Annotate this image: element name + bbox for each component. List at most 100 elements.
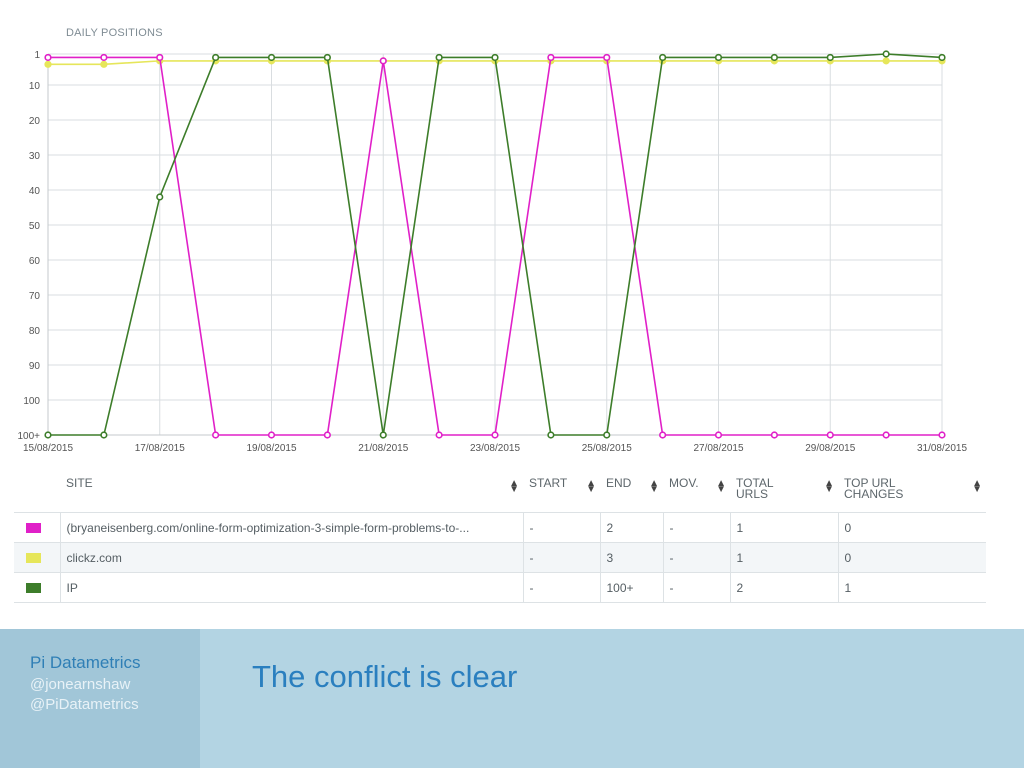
y-tick-label: 100 [23,396,40,407]
data-point [44,431,52,439]
header-total-label-1: TOTAL [736,476,774,490]
site-cell: IP [59,572,523,603]
sites-table: SITE ▲ ▼ START ▲ ▼ END ▲ ▼ MOV. ▲ ▼ TOTAL URLS ▲ ▼ … [14,472,986,603]
data-point [379,431,387,439]
x-tick-label: 29/08/2015 [805,443,855,454]
data-point [44,60,52,68]
data-point [212,431,220,439]
start-cell: - [522,542,600,573]
x-tick-label: 25/08/2015 [582,443,632,454]
swatch-cell [14,572,60,603]
header-start[interactable]: START ▲ ▼ [523,472,600,513]
data-point [212,53,220,62]
y-tick-label: 40 [29,186,41,197]
slide-headline: The conflict is clear [252,659,518,694]
header-total-label-2: URLS [736,487,769,501]
data-point [770,53,778,62]
footer-brand-panel: Pi Datametrics @jonearnshaw @PiDatametri… [0,629,200,768]
header-end[interactable]: END ▲ ▼ [600,472,663,513]
data-point [100,53,108,62]
y-tick-label: 1 [34,50,40,61]
twitter-handle-author: @jonearnshaw [30,676,131,693]
data-point [156,53,164,62]
data-point [882,50,890,58]
table-header-row: SITE ▲ ▼ START ▲ ▼ END ▲ ▼ MOV. ▲ ▼ TOTAL URLS ▲ ▼ … [14,472,986,513]
brand-name: Pi Datametrics [30,653,141,672]
data-point [100,60,108,68]
data-point [603,53,611,62]
header-total-urls[interactable]: TOTAL URLS ▲ ▼ [730,472,838,513]
header-mov-label: MOV. [669,476,699,490]
x-tick-label: 15/08/2015 [23,443,73,454]
series-color-swatch [26,583,41,594]
data-point [659,53,667,62]
sort-arrows-icon[interactable]: ▲ ▼ [509,478,519,495]
table-row[interactable]: (bryaneisenberg.com/online-form-optimiza… [14,512,986,543]
top-url-changes-cell: 1 [837,572,986,603]
data-point [267,431,276,439]
top-url-changes-cell: 0 [837,512,986,543]
data-point [44,53,52,62]
chart-title: DAILY POSITIONS [66,27,163,39]
data-point [826,431,834,439]
data-point [156,193,164,201]
end-cell: 2 [599,512,663,543]
data-point [882,57,890,65]
header-end-label: END [606,476,632,490]
data-point [267,53,276,62]
table-row[interactable]: IP - 100+ - 2 1 [14,572,986,603]
y-tick-label: 10 [29,81,41,92]
slide-footer: Pi Datametrics @jonearnshaw @PiDatametri… [0,629,1024,768]
site-cell: (bryaneisenberg.com/online-form-optimiza… [59,512,523,543]
x-tick-label: 31/08/2015 [917,443,967,454]
total-urls-cell: 1 [729,512,838,543]
x-tick-label: 27/08/2015 [693,443,743,454]
data-point [100,431,108,439]
swatch-cell [14,542,60,573]
sort-arrows-icon[interactable]: ▲ ▼ [716,478,726,495]
total-urls-cell: 2 [729,572,838,603]
header-start-label: START [529,476,568,490]
data-point [323,431,331,439]
y-tick-label: 20 [29,116,41,127]
data-point [770,431,778,439]
header-top-label-1: TOP URL [844,476,896,490]
site-cell: clickz.com [59,542,523,573]
y-tick-label: 30 [29,151,41,162]
data-point [882,431,890,439]
x-tick-label: 19/08/2015 [246,443,296,454]
header-top-url-changes[interactable]: TOP URL CHANGES ▲ ▼ [838,472,986,513]
header-mov[interactable]: MOV. ▲ ▼ [663,472,730,513]
sort-arrows-icon[interactable]: ▲ ▼ [972,478,982,495]
data-point [714,53,723,62]
mov-cell: - [662,542,730,573]
series-color-swatch [26,553,41,564]
series-color-swatch [26,523,41,534]
data-point [938,431,946,439]
mov-cell: - [662,512,730,543]
table-row[interactable]: clickz.com - 3 - 1 0 [14,542,986,573]
mov-cell: - [662,572,730,603]
y-tick-label: 80 [29,326,41,337]
sort-arrows-icon[interactable]: ▲ ▼ [649,478,659,495]
header-site[interactable]: SITE ▲ ▼ [60,472,523,513]
end-cell: 3 [599,542,663,573]
data-point [323,53,331,62]
x-tick-label: 23/08/2015 [470,443,520,454]
header-swatch [14,472,60,513]
data-point [659,431,667,439]
data-point [435,431,443,439]
data-point [603,431,611,439]
total-urls-cell: 1 [729,542,838,573]
x-tick-label: 17/08/2015 [135,443,185,454]
y-tick-label: 100+ [17,431,40,442]
x-tick-label: 21/08/2015 [358,443,408,454]
data-point [826,53,834,62]
data-point [491,53,499,62]
data-point [714,431,723,439]
start-cell: - [522,512,600,543]
sort-arrows-icon[interactable]: ▲ ▼ [824,478,834,495]
sort-arrows-icon[interactable]: ▲ ▼ [586,478,596,495]
data-point [938,53,946,62]
data-point [547,431,555,439]
